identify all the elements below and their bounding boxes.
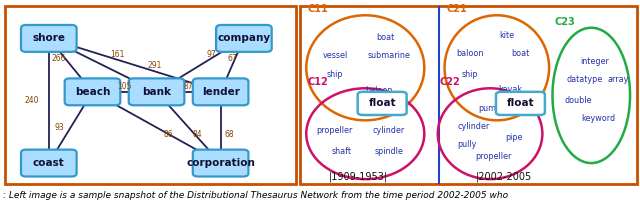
Text: 86: 86 — [163, 130, 173, 139]
Text: C12: C12 — [308, 77, 329, 87]
Text: C23: C23 — [554, 17, 575, 27]
Text: 266: 266 — [52, 53, 67, 63]
FancyBboxPatch shape — [129, 78, 184, 105]
Text: propeller: propeller — [317, 126, 353, 135]
Text: 93: 93 — [54, 123, 64, 132]
Text: piston: piston — [373, 106, 398, 115]
Text: baloon: baloon — [365, 86, 392, 95]
Text: boat: boat — [511, 49, 529, 58]
Text: C22: C22 — [440, 77, 460, 87]
Text: double: double — [564, 96, 591, 105]
FancyBboxPatch shape — [496, 92, 545, 115]
FancyBboxPatch shape — [300, 6, 637, 184]
Text: baloon: baloon — [456, 49, 484, 58]
FancyBboxPatch shape — [5, 6, 296, 184]
Text: |2002-2005: |2002-2005 — [476, 171, 532, 182]
Text: 240: 240 — [24, 96, 38, 105]
Text: ship: ship — [326, 70, 343, 80]
Text: propeller: propeller — [476, 152, 511, 161]
Text: ship: ship — [461, 70, 478, 80]
Text: float: float — [369, 98, 396, 108]
Text: keyword: keyword — [581, 114, 615, 123]
Text: 84: 84 — [193, 130, 202, 139]
Text: integer: integer — [580, 57, 609, 66]
Text: |1909-1953|: |1909-1953| — [329, 171, 388, 182]
Text: pully: pully — [457, 140, 476, 149]
FancyBboxPatch shape — [358, 92, 406, 115]
Text: shore: shore — [32, 33, 65, 43]
Text: coast: coast — [33, 158, 65, 168]
Text: corporation: corporation — [186, 158, 255, 168]
FancyBboxPatch shape — [193, 78, 248, 105]
Text: float: float — [507, 98, 534, 108]
Text: array: array — [607, 75, 629, 84]
Text: 97: 97 — [207, 50, 217, 59]
Text: 68: 68 — [225, 130, 234, 139]
Text: 67: 67 — [227, 53, 237, 63]
Text: kayak: kayak — [499, 85, 522, 94]
Text: shaft: shaft — [332, 147, 352, 156]
Text: C11: C11 — [308, 4, 329, 14]
Text: pipe: pipe — [505, 133, 522, 142]
Text: pump: pump — [479, 104, 502, 113]
Text: cylinder: cylinder — [457, 122, 490, 131]
Text: 105: 105 — [117, 82, 132, 91]
FancyBboxPatch shape — [21, 150, 77, 177]
Text: lender: lender — [202, 87, 239, 97]
Text: 161: 161 — [110, 50, 124, 59]
Text: 291: 291 — [148, 61, 163, 70]
FancyBboxPatch shape — [216, 25, 272, 52]
Text: datatype: datatype — [566, 75, 603, 84]
Text: C21: C21 — [446, 4, 467, 14]
Text: beach: beach — [75, 87, 110, 97]
Text: submarine: submarine — [367, 51, 410, 60]
Text: 87: 87 — [184, 82, 193, 91]
Text: bank: bank — [142, 87, 171, 97]
Text: kite: kite — [499, 31, 515, 40]
FancyBboxPatch shape — [193, 150, 248, 177]
FancyBboxPatch shape — [21, 25, 77, 52]
Text: cylinder: cylinder — [372, 126, 405, 135]
Text: vessel: vessel — [323, 51, 348, 60]
Text: : Left image is a sample snapshot of the Distributional Thesaurus Network from t: : Left image is a sample snapshot of the… — [3, 191, 508, 200]
FancyBboxPatch shape — [65, 78, 120, 105]
Text: boat: boat — [376, 33, 395, 42]
Text: spindle: spindle — [374, 147, 403, 156]
Text: company: company — [218, 33, 271, 43]
